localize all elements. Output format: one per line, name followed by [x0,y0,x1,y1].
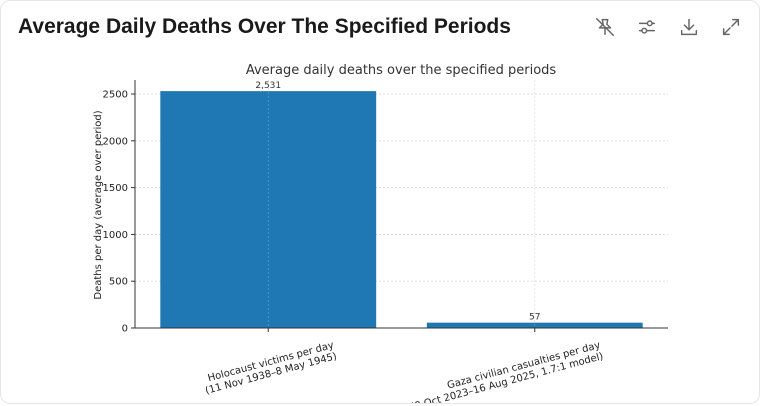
sliders-icon [638,20,656,34]
data-label: 57 [529,313,540,323]
bars [160,80,643,329]
x-tick-label: Holocaust victims per day(11 Nov 1938–8 … [201,340,338,397]
bar [426,322,643,328]
y-tick-label: 1500 [103,183,128,194]
y-tick-label: 0 [122,324,128,335]
y-axis-label: Deaths per day (average over period) [93,110,104,299]
y-tick-label: 2500 [103,90,128,101]
card-title: Average Daily Deaths Over The Specified … [18,15,511,38]
unpin-button[interactable] [593,15,617,39]
chart-title: Average daily deaths over the specified … [246,63,557,78]
chart-settings-button[interactable] [635,15,659,39]
download-icon [680,18,698,36]
y-tick-label: 1000 [103,230,128,241]
y-tick-label: 500 [109,277,128,288]
axes [131,80,668,332]
expand-icon [722,18,740,36]
y-tick-label: 2000 [103,136,128,147]
expand-button[interactable] [719,15,743,39]
bar [160,91,377,329]
download-button[interactable] [677,15,701,39]
pin-off-icon [596,18,614,36]
chart-toolbar [593,15,743,39]
data-label: 2,531 [255,81,281,91]
x-tick-label-line: (8 Oct 2023–16 Aug 2025, 1.7:1 model) [410,351,605,404]
x-tick-label: Gaza civilian casualties per day(8 Oct 2… [407,340,605,404]
